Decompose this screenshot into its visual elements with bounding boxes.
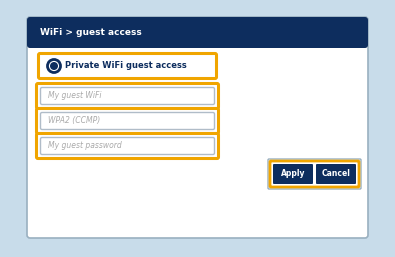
FancyBboxPatch shape (36, 108, 218, 133)
Text: WPA2 (CCMP): WPA2 (CCMP) (48, 116, 100, 125)
FancyBboxPatch shape (41, 137, 214, 154)
FancyBboxPatch shape (27, 17, 368, 48)
Text: WiFi > guest access: WiFi > guest access (40, 28, 142, 37)
Text: Private WiFi guest access: Private WiFi guest access (65, 61, 187, 70)
FancyBboxPatch shape (316, 164, 356, 184)
Text: My guest password: My guest password (48, 142, 122, 151)
FancyBboxPatch shape (36, 84, 218, 108)
FancyBboxPatch shape (273, 164, 313, 184)
Text: Cancel: Cancel (322, 170, 350, 179)
Text: My guest WiFi: My guest WiFi (48, 91, 102, 100)
FancyBboxPatch shape (36, 133, 218, 159)
FancyBboxPatch shape (27, 17, 368, 238)
Circle shape (47, 60, 60, 72)
Circle shape (50, 62, 58, 70)
FancyBboxPatch shape (41, 113, 214, 130)
FancyBboxPatch shape (38, 53, 216, 78)
Bar (30, 39, 365, 45)
Text: Apply: Apply (281, 170, 305, 179)
FancyBboxPatch shape (41, 87, 214, 105)
